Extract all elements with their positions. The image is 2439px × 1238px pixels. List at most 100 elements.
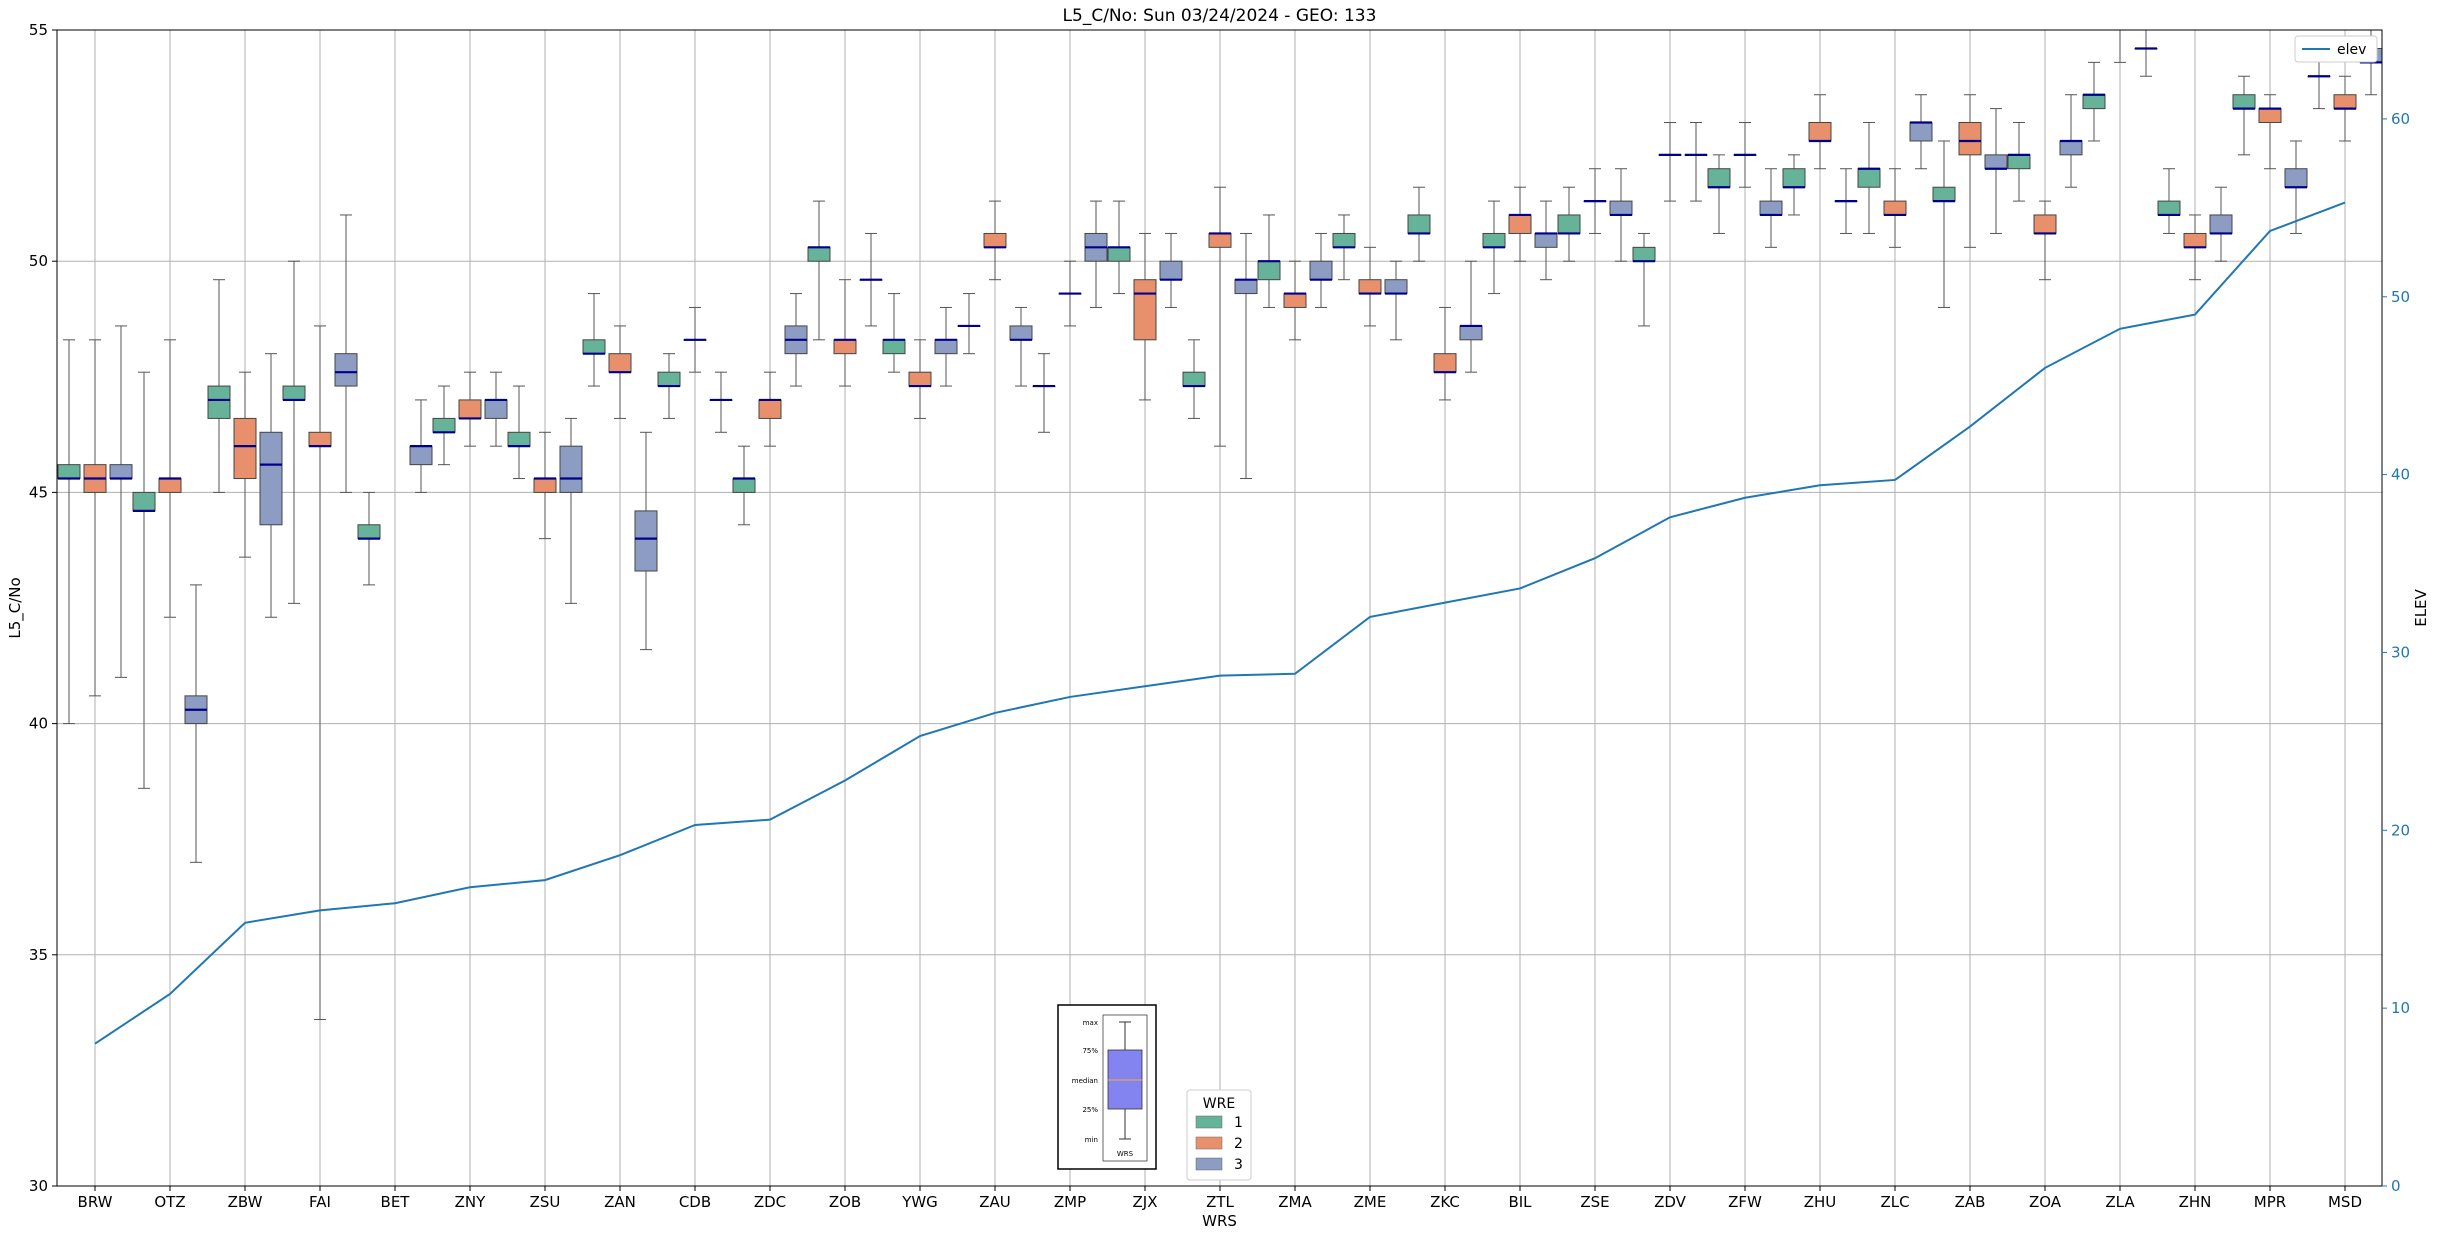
box-iqr xyxy=(1384,279,1408,295)
box-ZFW-wre1 xyxy=(1707,154,1731,234)
x-tick-label: ZFW xyxy=(1728,1193,1762,1211)
x-tick-label: ZSU xyxy=(530,1193,561,1211)
box-iqr xyxy=(357,524,381,540)
key-label: min xyxy=(1085,1136,1098,1144)
box-YWG-wre2 xyxy=(908,339,932,419)
box-iqr xyxy=(2232,94,2256,110)
x-tick-label: OTZ xyxy=(154,1193,185,1211)
box-iqr xyxy=(2082,94,2106,110)
box-iqr xyxy=(2183,232,2207,248)
box-OTZ-wre2 xyxy=(158,339,182,618)
box-iqr xyxy=(507,431,531,447)
y2-tick-label: 30 xyxy=(2391,643,2410,661)
box-BIL-wre3 xyxy=(1534,200,1558,281)
box-iqr xyxy=(458,399,482,419)
box-iqr xyxy=(1984,154,2008,170)
box-iqr xyxy=(207,385,231,419)
x-tick-label: ZNY xyxy=(455,1193,486,1211)
x-tick-label: ZBW xyxy=(228,1193,263,1211)
box-ZMA-wre3 xyxy=(1309,232,1333,308)
box-CDB-wre3 xyxy=(709,371,733,433)
box-ZDC-wre1 xyxy=(732,445,756,526)
box-ZFW-wre3 xyxy=(1759,168,1783,248)
box-CDB-wre1 xyxy=(657,353,681,419)
box-iqr xyxy=(2209,214,2233,234)
box-FAI-wre1 xyxy=(282,260,306,604)
box-iqr xyxy=(308,431,332,447)
box-ZSU-wre2 xyxy=(533,431,557,540)
box-iqr xyxy=(1609,200,1633,216)
wre-legend: WRE 1 2 3 xyxy=(1186,1089,1252,1181)
box-ZMP-wre2 xyxy=(1058,260,1082,327)
box-ZKC-wre2 xyxy=(1433,306,1457,401)
box-ZHU-wre2 xyxy=(1808,94,1832,170)
box-iqr xyxy=(1857,168,1881,188)
y-tick-label: 30 xyxy=(29,1177,48,1195)
box-ZOA-wre1 xyxy=(2007,121,2031,202)
box-ZME-wre1 xyxy=(1332,214,1356,281)
y2-tick-label: 50 xyxy=(2391,288,2410,306)
box-iqr xyxy=(1782,168,1806,188)
box-iqr xyxy=(657,371,681,387)
box-ZAU-wre2 xyxy=(983,200,1007,281)
box-ZDV-wre3 xyxy=(1684,121,1708,202)
elev-legend: elev xyxy=(2294,35,2378,63)
box-ZJX-wre2 xyxy=(1133,232,1157,401)
box-iqr xyxy=(109,464,133,480)
x-tick-label: ZLA xyxy=(2105,1193,2135,1211)
box-iqr xyxy=(1909,121,1933,142)
box-ZSE-wre1 xyxy=(1557,186,1581,262)
chart-title: L5_C/No: Sun 03/24/2024 - GEO: 133 xyxy=(1063,6,1377,26)
box-iqr xyxy=(1759,200,1783,216)
box-ZAN-wre1 xyxy=(582,293,606,387)
x-tick-label: MSD xyxy=(2328,1193,2362,1211)
box-iqr xyxy=(158,478,182,493)
key-label: 75% xyxy=(1082,1047,1098,1055)
box-iqr xyxy=(259,431,283,526)
box-iqr xyxy=(1283,293,1307,308)
box-ZJX-wre3 xyxy=(1159,232,1183,308)
box-MPR-wre3 xyxy=(2284,140,2308,234)
box-ZLC-wre3 xyxy=(1909,94,1933,170)
box-iqr xyxy=(1433,353,1457,373)
x-tick-label: MPR xyxy=(2254,1193,2286,1211)
box-ZAN-wre2 xyxy=(608,325,632,419)
y2-tick-label: 40 xyxy=(2391,466,2410,484)
box-ZMA-wre2 xyxy=(1283,260,1307,341)
box-iqr xyxy=(1508,214,1532,234)
key-label: max xyxy=(1083,1019,1098,1027)
key-label: median xyxy=(1072,1077,1098,1085)
box-OTZ-wre1 xyxy=(132,371,156,789)
box-iqr xyxy=(2284,168,2308,188)
x-tick-label: ZMA xyxy=(1278,1193,1312,1211)
box-iqr xyxy=(57,464,81,480)
box-BIL-wre2 xyxy=(1508,186,1532,262)
elev-line xyxy=(94,201,2346,1045)
x-tick-label: ZME xyxy=(1354,1193,1387,1211)
box-ZTL-wre1 xyxy=(1182,339,1206,419)
box-ZHN-wre2 xyxy=(2183,214,2207,281)
box-iqr xyxy=(282,385,306,401)
x-tick-label: ZAN xyxy=(604,1193,636,1211)
legend-swatch-wre3 xyxy=(1195,1157,1223,1171)
x-tick-label: BET xyxy=(381,1193,411,1211)
y-tick-label: 35 xyxy=(29,946,48,964)
box-iqr xyxy=(2007,154,2031,170)
box-YWG-wre1 xyxy=(882,293,906,373)
box-ZME-wre3 xyxy=(1384,260,1408,341)
box-ZHU-wre1 xyxy=(1782,154,1806,216)
box-iqr xyxy=(1234,279,1258,295)
y2-tick-label: 20 xyxy=(2391,821,2410,839)
box-iqr xyxy=(1009,325,1033,341)
y-tick-label: 50 xyxy=(29,252,48,270)
box-ZFW-wre2 xyxy=(1733,121,1757,188)
box-iqr xyxy=(833,339,857,355)
box-ZSE-wre3 xyxy=(1609,168,1633,262)
box-ZSE-wre2 xyxy=(1583,168,1607,234)
box-iqr xyxy=(908,371,932,387)
y2-tick-label: 0 xyxy=(2391,1177,2401,1195)
box-iqr xyxy=(1958,121,1982,156)
elev-line-series xyxy=(94,201,2346,1045)
